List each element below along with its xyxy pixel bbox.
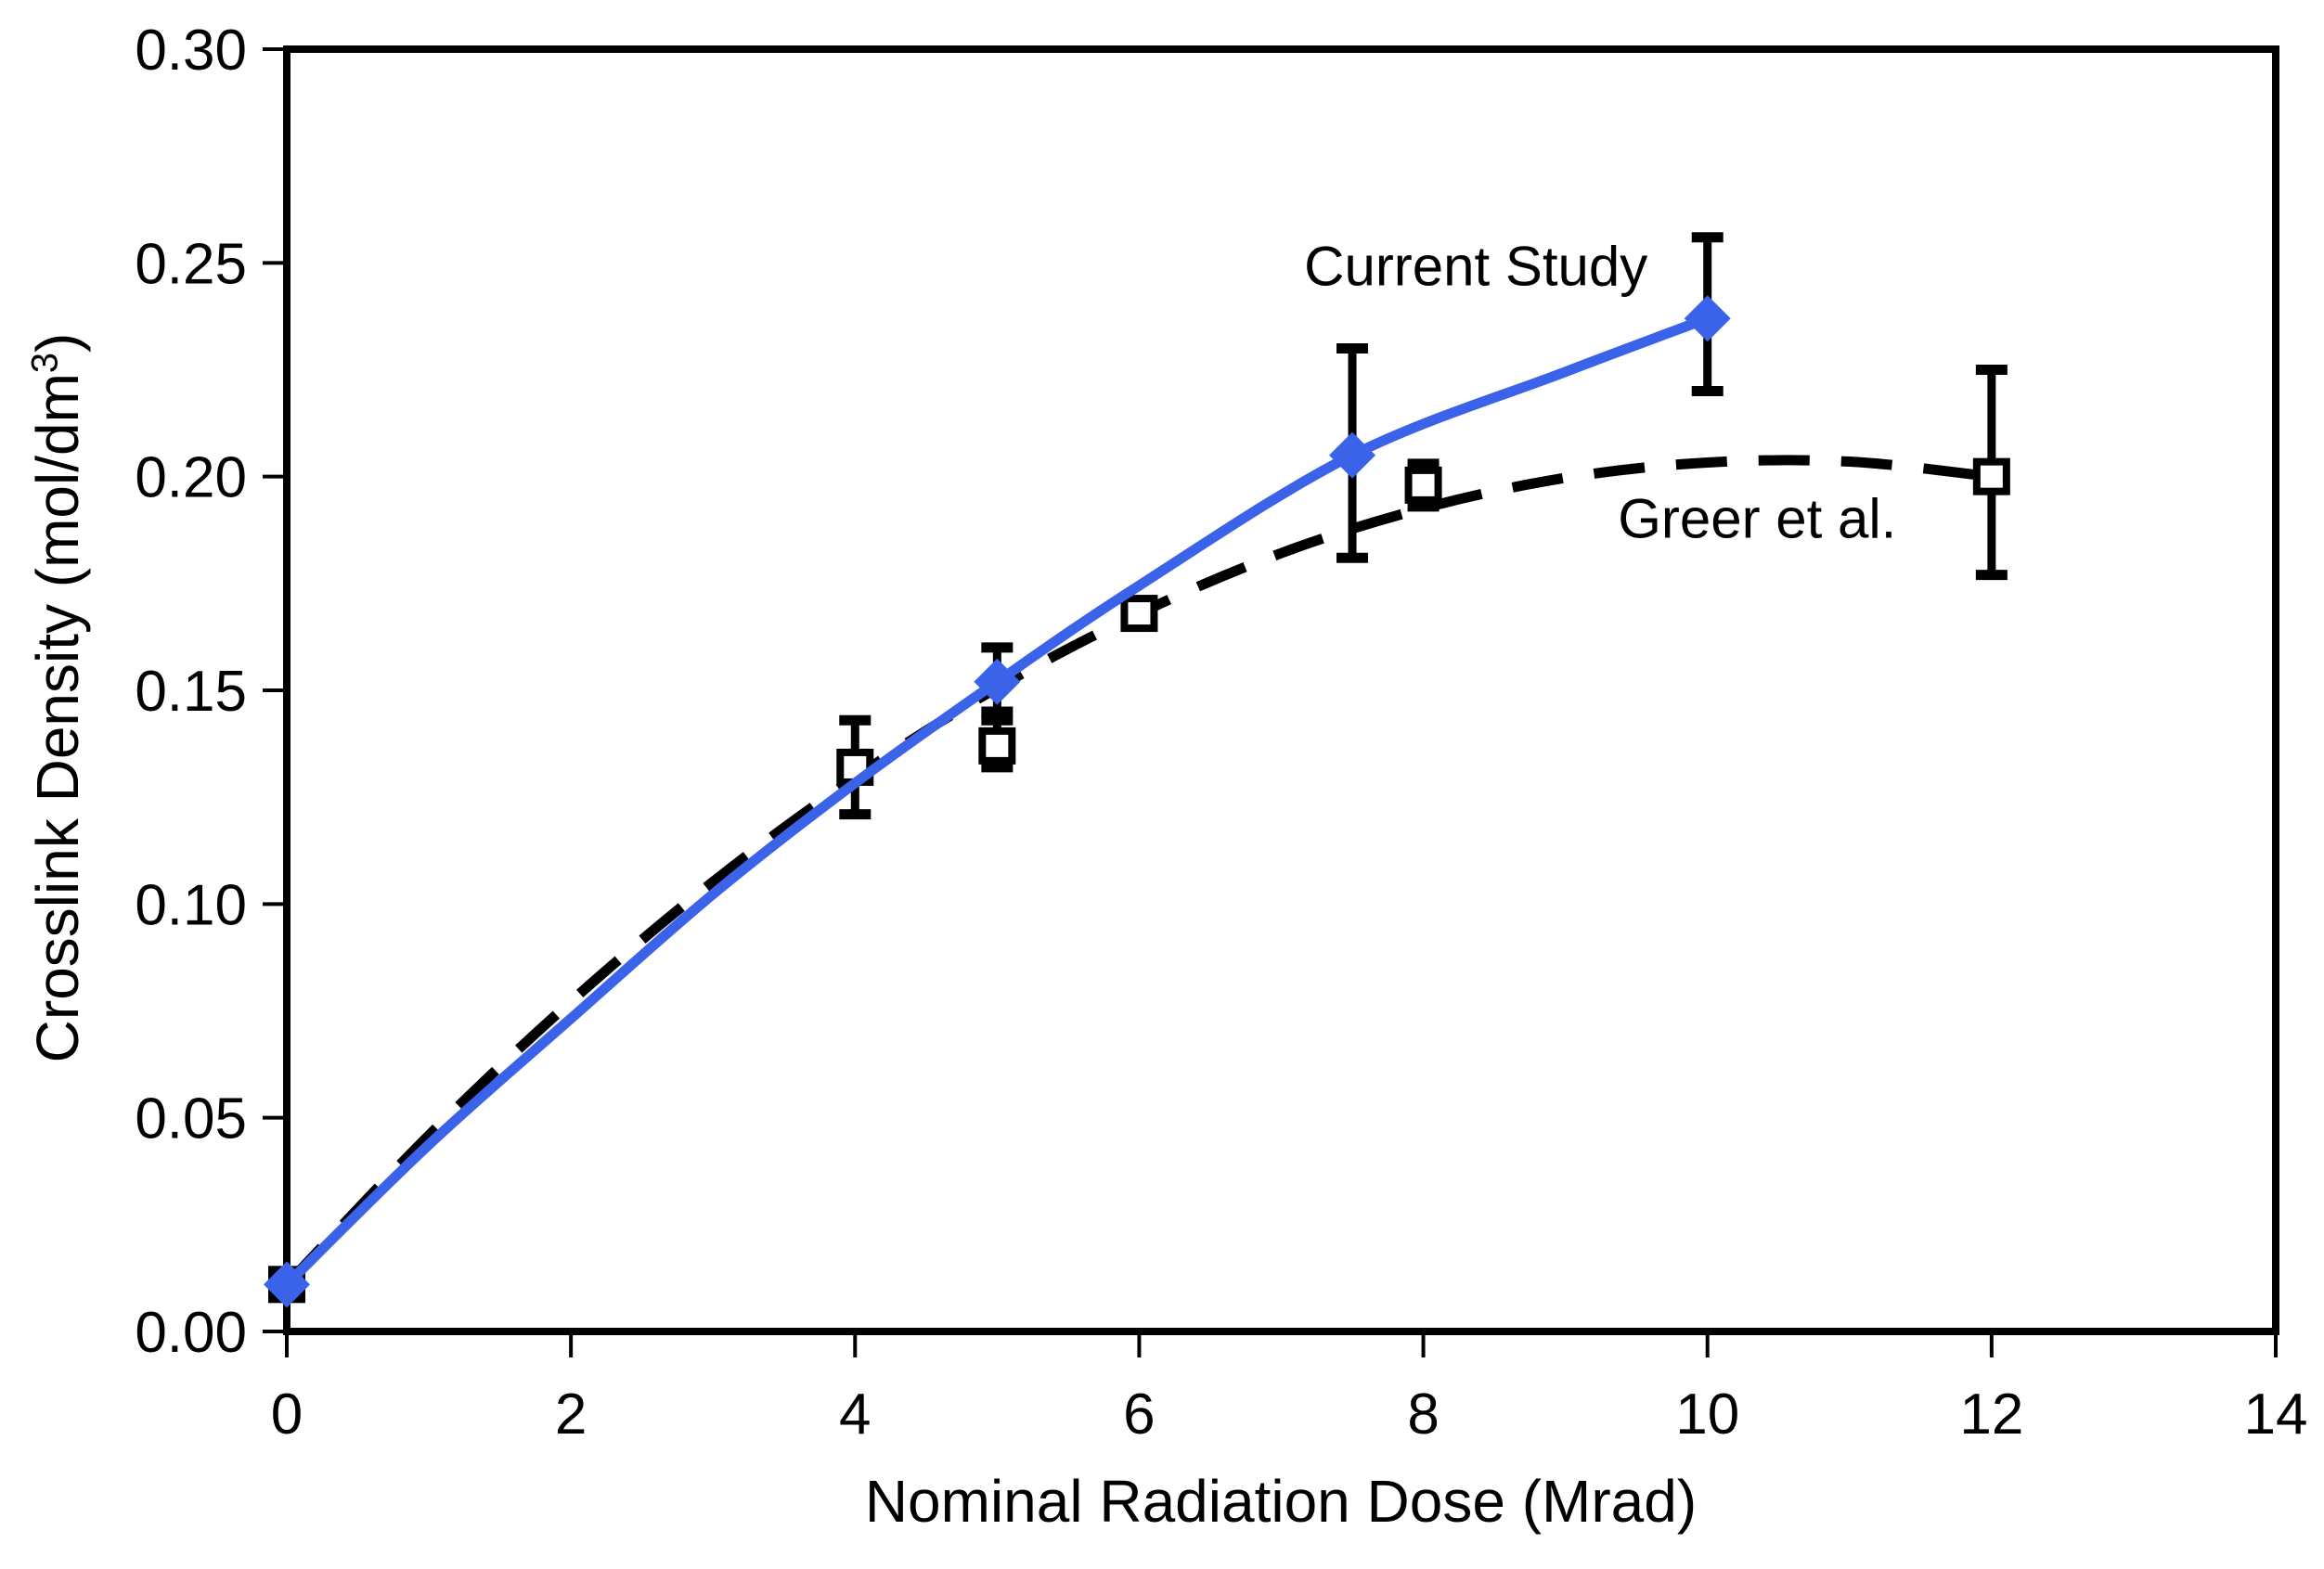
x-tick-label: 4	[839, 1383, 871, 1447]
y-tick-label: 0.05	[135, 1087, 247, 1151]
plot-border	[283, 45, 2279, 1335]
marker-diamond-current-study	[1329, 431, 1376, 479]
x-tick-label: 0	[271, 1383, 303, 1447]
series-line-current-study	[283, 314, 1710, 1289]
y-tick-label: 0.00	[135, 1301, 247, 1365]
y-axis-title-superscript: 3	[24, 352, 66, 374]
y-axis-title-text: Crosslink Density (mol/dm	[24, 373, 91, 1063]
y-tick-label: 0.20	[135, 446, 247, 510]
y-tick-label: 0.15	[135, 660, 247, 724]
x-tick-label: 8	[1407, 1383, 1439, 1447]
series-label-current-study: Current Study	[1304, 235, 1648, 298]
y-axis-title-close: )	[24, 332, 91, 353]
marker-square-greer	[1972, 457, 2010, 495]
marker-diamond-current-study	[974, 658, 1021, 705]
series-line-greer	[283, 455, 1993, 1289]
x-tick-label: 2	[555, 1383, 587, 1447]
x-tick-label: 14	[2244, 1383, 2308, 1447]
x-tick-label: 12	[1959, 1383, 2023, 1447]
y-tick-label: 0.30	[135, 19, 247, 83]
y-tick-label: 0.25	[135, 232, 247, 296]
x-tick-label: 6	[1123, 1383, 1155, 1447]
marker-square-greer	[1120, 595, 1158, 633]
x-axis-title: Nominal Radiation Dose (Mrad)	[864, 1468, 1698, 1535]
marker-diamond-current-study	[1684, 295, 1731, 342]
y-tick-label: 0.10	[135, 873, 247, 937]
y-axis-title: Crosslink Density (mol/dm3)	[23, 333, 92, 1063]
marker-square-greer	[1404, 466, 1442, 504]
marker-diamond-current-study	[264, 1261, 310, 1308]
series-label-greer: Greer et al.	[1618, 487, 1897, 550]
x-tick-label: 10	[1675, 1383, 1739, 1447]
marker-square-greer	[978, 727, 1016, 765]
